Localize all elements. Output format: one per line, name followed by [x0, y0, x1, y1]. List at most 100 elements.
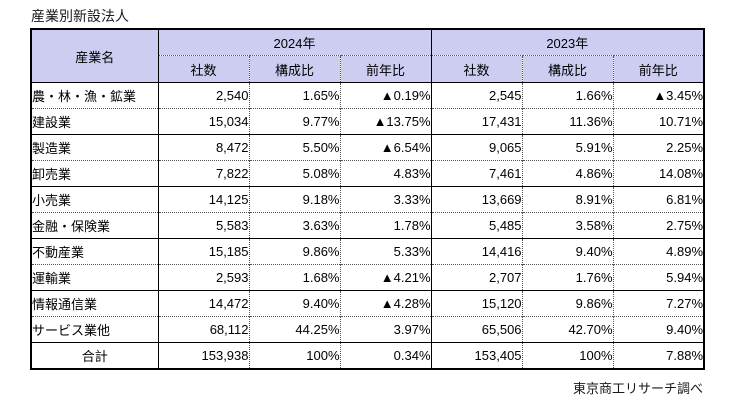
value-cell: ▲4.21%: [339, 264, 432, 291]
value-cell: 14,125: [157, 186, 249, 213]
col-header-2024-count: 社数: [157, 55, 249, 83]
value-cell: ▲3.45%: [612, 82, 705, 109]
value-cell: 44.25%: [248, 316, 340, 343]
industry-name: 卸売業: [31, 160, 159, 187]
table-body: 農・林・漁・鉱業 2,540 1.65% ▲0.19% 2,545 1.66% ▲3.45%…: [31, 82, 705, 369]
value-cell: 14.08%: [612, 160, 705, 187]
table-row: 運輸業 2,593 1.68% ▲4.21% 2,707 1.76% 5.94%: [31, 264, 705, 291]
value-cell: 4.89%: [612, 238, 705, 265]
table-row: 製造業 8,472 5.50% ▲6.54% 9,065 5.91% 2.25%: [31, 134, 705, 161]
table-row: 金融・保険業 5,583 3.63% 1.78% 5,485 3.58% 2.75%: [31, 212, 705, 239]
value-cell: 1.76%: [521, 264, 614, 291]
table-header-sub-row: 社数 構成比 前年比 社数 構成比 前年比: [31, 55, 705, 83]
value-cell: 9.77%: [248, 108, 340, 135]
value-cell: 8,472: [157, 134, 249, 161]
table-row: 農・林・漁・鉱業 2,540 1.65% ▲0.19% 2,545 1.66% ▲3.45%: [31, 82, 705, 109]
industry-name: 小売業: [31, 186, 159, 213]
value-cell: 42.70%: [521, 316, 614, 343]
table-row: 不動産業 15,185 9.86% 5.33% 14,416 9.40% 4.89%: [31, 238, 705, 265]
value-cell: 7,822: [157, 160, 249, 187]
year-2024-header: 2024年: [157, 29, 432, 56]
value-cell: 9.86%: [521, 290, 614, 317]
value-cell: 2,707: [430, 264, 523, 291]
value-cell: 65,506: [430, 316, 523, 343]
industry-table: 産業名 2024年 2023年 社数 構成比 前年比 社数 構成比 前年比 農・…: [30, 28, 706, 370]
value-cell: 5.33%: [339, 238, 432, 265]
source-note: 東京商工リサーチ調べ: [572, 381, 703, 396]
value-cell: 5,485: [430, 212, 523, 239]
value-cell: 5.50%: [248, 134, 340, 161]
value-cell: 9.40%: [521, 238, 614, 265]
industry-name: 製造業: [31, 134, 159, 161]
table-row: 建設業 15,034 9.77% ▲13.75% 17,431 11.36% 10.71%: [31, 108, 705, 135]
value-cell: 2.25%: [612, 134, 705, 161]
value-cell: 9.18%: [248, 186, 340, 213]
value-cell: 3.33%: [339, 186, 432, 213]
value-cell: 9,065: [430, 134, 523, 161]
col-header-2023-share: 構成比: [521, 55, 614, 83]
value-cell: 100%: [521, 342, 614, 369]
col-header-2023-count: 社数: [430, 55, 523, 83]
value-cell: 8.91%: [521, 186, 614, 213]
industry-name: サービス業他: [31, 316, 159, 343]
value-cell: 68,112: [157, 316, 249, 343]
table-row: サービス業他 68,112 44.25% 3.97% 65,506 42.70% 9.40%: [31, 316, 705, 343]
value-cell: 2,540: [157, 82, 249, 109]
value-cell: 1.66%: [521, 82, 614, 109]
value-cell: 9.86%: [248, 238, 340, 265]
table-row: 卸売業 7,822 5.08% 4.83% 7,461 4.86% 14.08%: [31, 160, 705, 187]
industry-name: 建設業: [31, 108, 159, 135]
value-cell: 1.78%: [339, 212, 432, 239]
industry-name: 運輸業: [31, 264, 159, 291]
value-cell: 14,416: [430, 238, 523, 265]
value-cell: 17,431: [430, 108, 523, 135]
value-cell: 5,583: [157, 212, 249, 239]
table-header-year-row: 産業名 2024年 2023年: [31, 29, 705, 83]
value-cell: 6.81%: [612, 186, 705, 213]
value-cell: 13,669: [430, 186, 523, 213]
value-cell: 2.75%: [612, 212, 705, 239]
col-header-2024-share: 構成比: [248, 55, 340, 83]
value-cell: 5.91%: [521, 134, 614, 161]
value-cell: 7.27%: [612, 290, 705, 317]
value-cell: 14,472: [157, 290, 249, 317]
value-cell: ▲0.19%: [339, 82, 432, 109]
value-cell: 0.34%: [339, 342, 432, 369]
page-title: 産業別新設法人: [31, 8, 129, 24]
value-cell: 7,461: [430, 160, 523, 187]
value-cell: 2,593: [157, 264, 249, 291]
value-cell: 15,034: [157, 108, 249, 135]
industry-name: 情報通信業: [31, 290, 159, 317]
industry-name-header: 産業名: [31, 29, 159, 83]
table-row: 小売業 14,125 9.18% 3.33% 13,669 8.91% 6.81%: [31, 186, 705, 213]
value-cell: 153,938: [157, 342, 249, 369]
value-cell: 1.68%: [248, 264, 340, 291]
value-cell: 9.40%: [612, 316, 705, 343]
value-cell: ▲13.75%: [339, 108, 432, 135]
col-header-2023-yoy: 前年比: [612, 55, 705, 83]
value-cell: 100%: [248, 342, 340, 369]
value-cell: 15,120: [430, 290, 523, 317]
industry-name: 金融・保険業: [31, 212, 159, 239]
value-cell: 10.71%: [612, 108, 705, 135]
value-cell: 3.63%: [248, 212, 340, 239]
value-cell: ▲4.28%: [339, 290, 432, 317]
value-cell: 5.08%: [248, 160, 340, 187]
value-cell: 1.65%: [248, 82, 340, 109]
value-cell: 153,405: [430, 342, 523, 369]
value-cell: 4.83%: [339, 160, 432, 187]
value-cell: 4.86%: [521, 160, 614, 187]
table-total-row: 合計 153,938 100% 0.34% 153,405 100% 7.88%: [31, 342, 705, 369]
value-cell: 7.88%: [612, 342, 705, 369]
industry-name: 農・林・漁・鉱業: [31, 82, 159, 109]
table-row: 情報通信業 14,472 9.40% ▲4.28% 15,120 9.86% 7.27%: [31, 290, 705, 317]
industry-name: 不動産業: [31, 238, 159, 265]
total-label: 合計: [31, 342, 159, 369]
value-cell: 3.58%: [521, 212, 614, 239]
value-cell: 11.36%: [521, 108, 614, 135]
value-cell: 3.97%: [339, 316, 432, 343]
value-cell: 15,185: [157, 238, 249, 265]
col-header-2024-yoy: 前年比: [339, 55, 432, 83]
value-cell: ▲6.54%: [339, 134, 432, 161]
